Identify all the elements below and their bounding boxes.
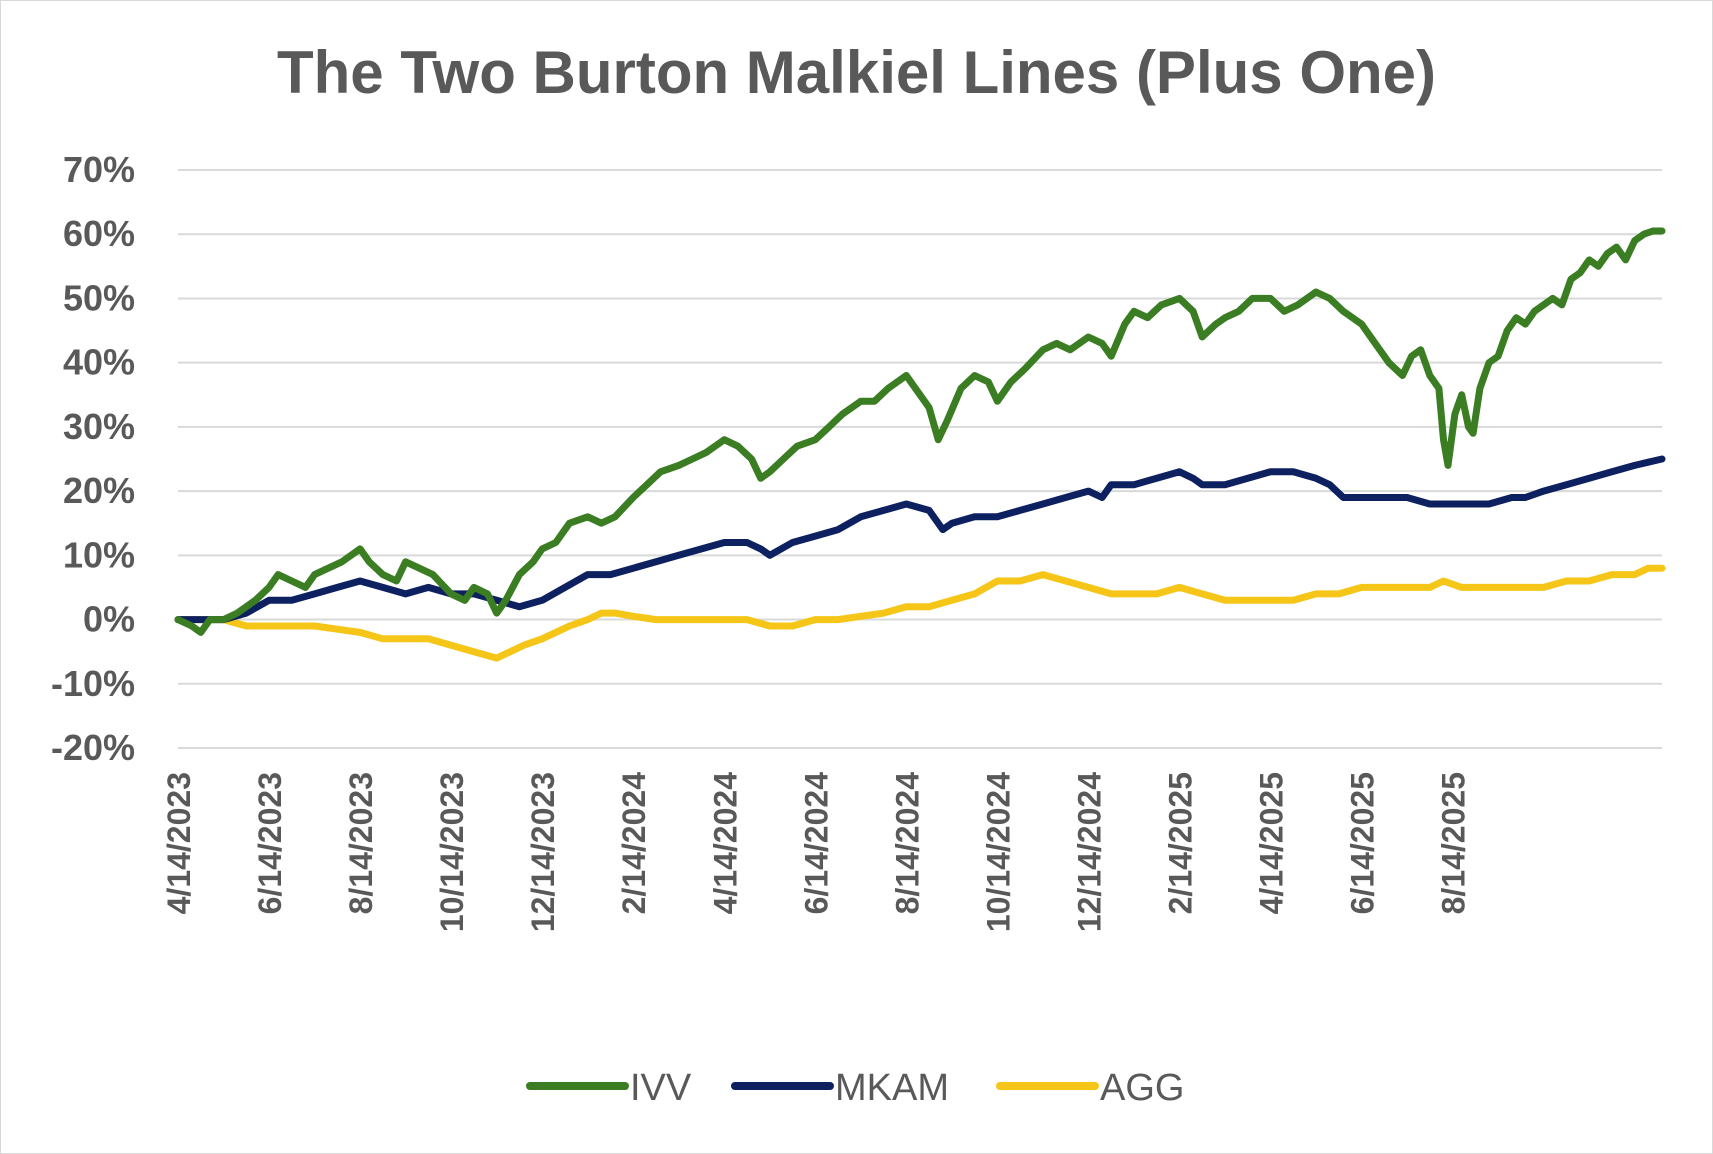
legend-label-mkam: MKAM (835, 1067, 949, 1109)
y-tick-label: 50% (63, 277, 135, 318)
y-tick-label: 30% (63, 406, 135, 447)
x-tick-label: 10/14/2024 (980, 772, 1016, 932)
y-tick-label: 10% (63, 534, 135, 575)
series-line-agg (174, 564, 1666, 662)
legend-label-agg: AGG (1100, 1067, 1184, 1109)
x-tick-label: 4/14/2025 (1254, 772, 1290, 914)
x-tick-label: 2/14/2024 (616, 772, 652, 915)
y-tick-label: 60% (63, 213, 135, 254)
x-axis-tick-labels: 4/14/2023 6/14/2023 8/14/2023 10/14/2023 12/… (161, 772, 1472, 932)
x-tick-label: 4/14/2023 (161, 772, 197, 914)
y-tick-label: 20% (63, 470, 135, 511)
series-line-mkam (174, 455, 1666, 624)
y-axis-tick-labels: 70% 60% 50% 40% 30% 20% 10% 0% -10% -20% (51, 149, 135, 768)
x-tick-label: 12/14/2024 (1071, 772, 1107, 932)
x-tick-label: 12/14/2023 (525, 772, 561, 932)
gridlines (178, 169, 1662, 749)
x-tick-label: 10/14/2023 (434, 772, 470, 932)
x-tick-label: 8/14/2025 (1436, 772, 1472, 914)
y-tick-label: 0% (83, 599, 135, 640)
chart-title: The Two Burton Malkiel Lines (Plus One) (277, 39, 1436, 106)
series-lines (174, 227, 1666, 662)
x-tick-label: 2/14/2025 (1162, 772, 1198, 914)
y-tick-label: -20% (51, 727, 135, 768)
y-tick-label: 40% (63, 342, 135, 383)
y-tick-label: 70% (63, 149, 135, 190)
legend: IVV MKAM AGG (526, 1067, 1184, 1109)
series-line-ivv (174, 227, 1666, 636)
x-tick-label: 6/14/2025 (1345, 772, 1381, 914)
x-tick-label: 6/14/2024 (798, 772, 834, 915)
x-tick-label: 8/14/2023 (343, 772, 379, 914)
x-tick-label: 8/14/2024 (889, 772, 925, 915)
y-tick-label: -10% (51, 663, 135, 704)
x-tick-label: 6/14/2023 (252, 772, 288, 914)
x-tick-label: 4/14/2024 (707, 772, 743, 915)
legend-label-ivv: IVV (630, 1067, 692, 1109)
